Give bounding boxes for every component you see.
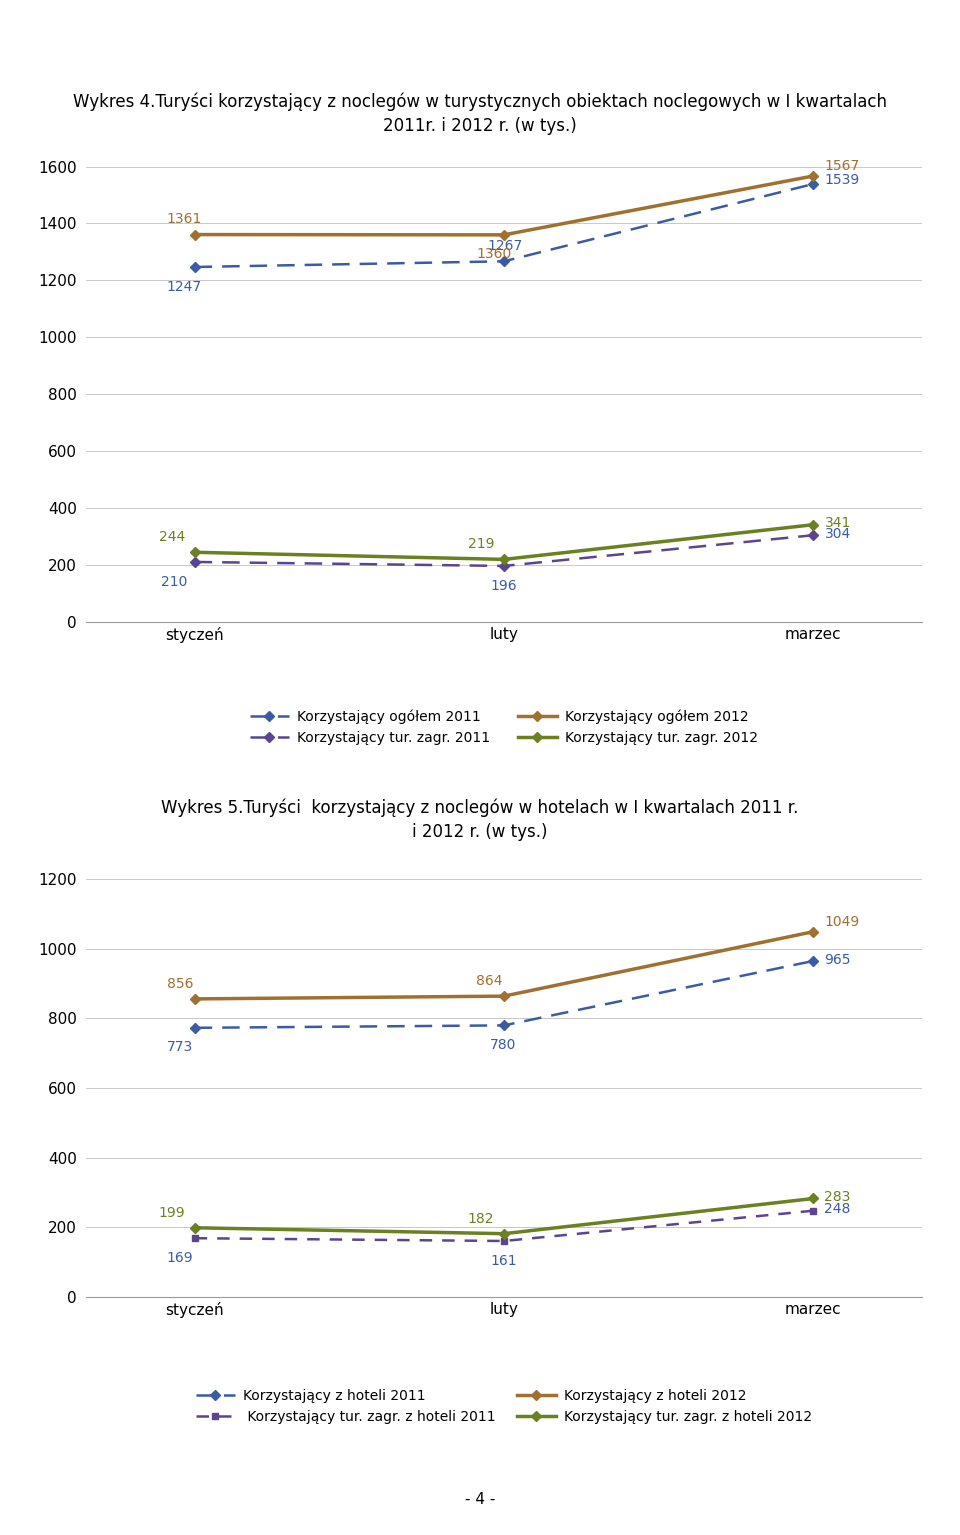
Text: 2011r. i 2012 r. (w tys.): 2011r. i 2012 r. (w tys.) bbox=[383, 117, 577, 135]
Legend: Korzystający ogółem 2011, Korzystający tur. zagr. 2011, Korzystający ogółem 2012: Korzystający ogółem 2011, Korzystający t… bbox=[244, 703, 764, 751]
Text: 219: 219 bbox=[468, 537, 494, 551]
Text: 1539: 1539 bbox=[825, 173, 860, 187]
Text: 1267: 1267 bbox=[488, 239, 522, 253]
Text: 965: 965 bbox=[825, 953, 851, 967]
Text: 244: 244 bbox=[158, 530, 185, 545]
Text: Wykres 4.Turyści korzystający z noclegów w turystycznych obiektach noclegowych w: Wykres 4.Turyści korzystający z noclegów… bbox=[73, 92, 887, 111]
Text: 248: 248 bbox=[825, 1202, 851, 1216]
Legend: Korzystający z hoteli 2011,  Korzystający tur. zagr. z hoteli 2011, Korzystający: Korzystający z hoteli 2011, Korzystający… bbox=[190, 1383, 818, 1429]
Text: 169: 169 bbox=[167, 1251, 194, 1265]
Text: 210: 210 bbox=[161, 574, 188, 588]
Text: 1049: 1049 bbox=[825, 915, 860, 929]
Text: 1247: 1247 bbox=[167, 279, 202, 293]
Text: 1567: 1567 bbox=[825, 160, 860, 173]
Text: 283: 283 bbox=[825, 1190, 851, 1205]
Text: 304: 304 bbox=[825, 527, 851, 540]
Text: i 2012 r. (w tys.): i 2012 r. (w tys.) bbox=[412, 823, 548, 841]
Text: Wykres 5.Turyści  korzystający z noclegów w hotelach w I kwartalach 2011 r.: Wykres 5.Turyści korzystający z noclegów… bbox=[161, 798, 799, 817]
Text: - 4 -: - 4 - bbox=[465, 1492, 495, 1507]
Text: 856: 856 bbox=[167, 976, 193, 990]
Text: 196: 196 bbox=[491, 579, 516, 593]
Text: 773: 773 bbox=[167, 1041, 193, 1055]
Text: 182: 182 bbox=[468, 1211, 494, 1225]
Text: 341: 341 bbox=[825, 516, 851, 531]
Text: 161: 161 bbox=[491, 1254, 516, 1268]
Text: 864: 864 bbox=[476, 975, 503, 989]
Text: 1360: 1360 bbox=[476, 247, 512, 261]
Text: 1361: 1361 bbox=[167, 212, 203, 227]
Text: 199: 199 bbox=[158, 1205, 185, 1220]
Text: 780: 780 bbox=[491, 1038, 516, 1051]
